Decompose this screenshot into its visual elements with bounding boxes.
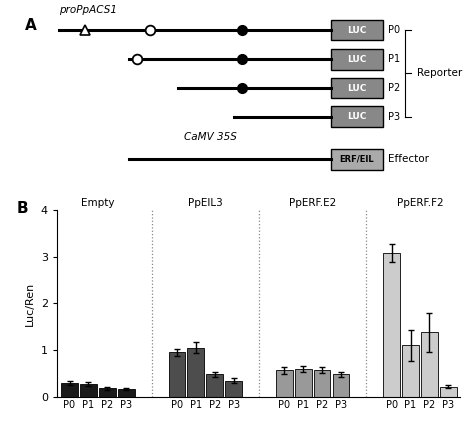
FancyBboxPatch shape [331,78,383,98]
Bar [421,333,438,397]
Bar [314,370,330,397]
Bar [61,383,78,397]
Bar [118,389,135,397]
FancyBboxPatch shape [331,49,383,70]
Bar [80,384,97,397]
Text: B: B [17,201,28,216]
Bar [225,381,242,397]
FancyBboxPatch shape [331,20,383,41]
Text: P1: P1 [388,54,400,64]
Text: P2: P2 [388,83,401,93]
Bar [333,374,349,397]
Bar [295,369,311,397]
Bar [169,352,185,397]
Text: Effector: Effector [388,154,429,164]
Bar [206,374,223,397]
FancyBboxPatch shape [331,149,383,170]
Bar [188,348,204,397]
FancyBboxPatch shape [331,106,383,127]
Text: PpERF.E2: PpERF.E2 [289,198,336,208]
Bar [99,389,116,397]
Text: A: A [25,19,36,34]
Bar [402,345,419,397]
Text: P0: P0 [388,25,400,35]
Bar [383,253,400,397]
Text: ERF/EIL: ERF/EIL [340,155,374,164]
Text: Empty: Empty [81,198,115,208]
Text: LUC: LUC [347,112,367,121]
Bar [440,387,457,397]
Y-axis label: Luc/Ren: Luc/Ren [25,281,35,325]
Text: PpEIL3: PpEIL3 [188,198,223,208]
Text: PpERF.F2: PpERF.F2 [397,198,443,208]
Text: CaMV 35S: CaMV 35S [183,132,237,142]
Text: LUC: LUC [347,55,367,64]
Bar [276,370,292,397]
Text: proPpACS1: proPpACS1 [59,5,117,15]
Text: P3: P3 [388,112,400,122]
Text: LUC: LUC [347,83,367,93]
Text: Reporter: Reporter [418,68,463,78]
Text: LUC: LUC [347,26,367,35]
